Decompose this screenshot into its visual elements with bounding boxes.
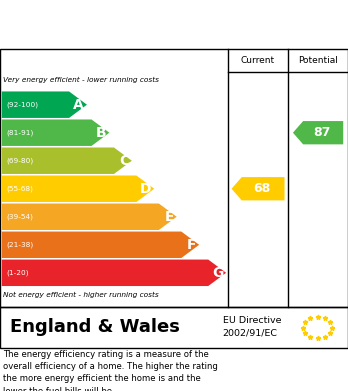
Text: (92-100): (92-100) xyxy=(6,101,38,108)
Polygon shape xyxy=(2,91,87,118)
Text: 68: 68 xyxy=(253,182,270,195)
Polygon shape xyxy=(231,177,285,201)
Polygon shape xyxy=(2,260,226,286)
Polygon shape xyxy=(2,204,177,230)
Text: (1-20): (1-20) xyxy=(6,269,29,276)
Polygon shape xyxy=(2,231,199,258)
Text: B: B xyxy=(96,126,106,140)
Text: F: F xyxy=(187,238,196,252)
Text: G: G xyxy=(212,266,223,280)
Text: Not energy efficient - higher running costs: Not energy efficient - higher running co… xyxy=(3,292,159,298)
Polygon shape xyxy=(2,176,154,202)
Text: A: A xyxy=(73,98,84,112)
Text: 87: 87 xyxy=(313,126,330,139)
Polygon shape xyxy=(2,147,132,174)
Polygon shape xyxy=(293,121,343,144)
Text: C: C xyxy=(119,154,129,168)
Text: Current: Current xyxy=(241,56,275,65)
Text: (69-80): (69-80) xyxy=(6,158,33,164)
Text: Energy Efficiency Rating: Energy Efficiency Rating xyxy=(60,15,288,34)
Text: E: E xyxy=(164,210,174,224)
Polygon shape xyxy=(2,120,109,146)
Text: Very energy efficient - lower running costs: Very energy efficient - lower running co… xyxy=(3,77,159,83)
Text: The energy efficiency rating is a measure of the
overall efficiency of a home. T: The energy efficiency rating is a measur… xyxy=(3,350,218,391)
Text: (81-91): (81-91) xyxy=(6,129,33,136)
Text: Potential: Potential xyxy=(298,56,338,65)
Text: England & Wales: England & Wales xyxy=(10,318,180,337)
Text: (21-38): (21-38) xyxy=(6,242,33,248)
Text: (39-54): (39-54) xyxy=(6,213,33,220)
Text: D: D xyxy=(140,182,151,196)
Text: (55-68): (55-68) xyxy=(6,185,33,192)
Text: EU Directive
2002/91/EC: EU Directive 2002/91/EC xyxy=(223,316,281,337)
